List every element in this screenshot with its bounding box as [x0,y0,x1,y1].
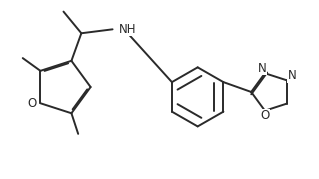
Text: N: N [257,62,266,75]
Text: O: O [260,109,270,122]
Text: N: N [288,69,296,82]
Text: O: O [27,97,36,110]
Text: NH: NH [119,23,137,36]
